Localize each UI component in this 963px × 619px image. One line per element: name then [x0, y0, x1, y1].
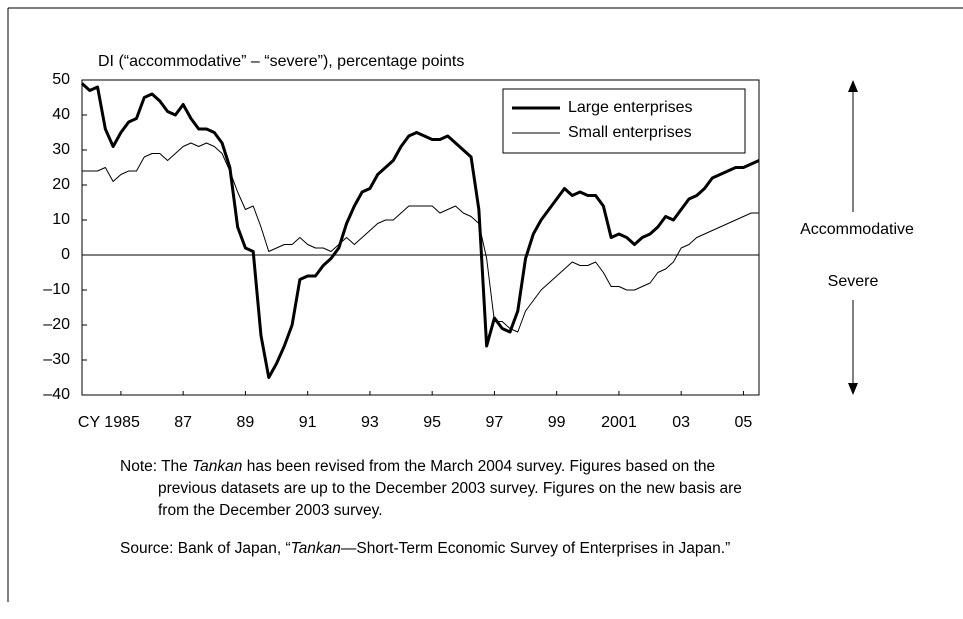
x-tick-label: CY 1985 [78, 414, 140, 431]
y-tick-label: 40 [52, 106, 70, 123]
x-tick-label: 87 [174, 414, 192, 431]
legend-label: Large enterprises [568, 99, 693, 116]
source: Source: Bank of Japan, “Tankan—Short-Ter… [120, 538, 758, 560]
arrow-head [848, 383, 858, 395]
line-series [82, 142, 759, 333]
y-tick-label: –10 [43, 281, 70, 298]
x-tick-label: 2001 [601, 414, 637, 431]
line-series [80, 82, 760, 379]
annotation: Accommodative [800, 221, 914, 238]
y-tick-label: 30 [52, 141, 70, 158]
x-tick-label: 03 [672, 414, 690, 431]
y-tick-label: 20 [52, 176, 70, 193]
y-tick-label: –30 [43, 351, 70, 368]
x-tick-label: 89 [237, 414, 255, 431]
source-text: Tankan [290, 540, 341, 557]
note-text: has been revised from the March 2004 sur… [158, 458, 742, 519]
note: Note: The Tankan has been revised from t… [120, 456, 758, 522]
source-label: Source: [120, 540, 174, 557]
x-tick-label: 93 [361, 414, 379, 431]
y-tick-label: 0 [61, 246, 70, 263]
annotation: Severe [828, 273, 879, 290]
plot-frame [81, 79, 760, 396]
y-tick-label: –40 [43, 386, 70, 403]
source-text: Bank of Japan, “ [177, 540, 291, 557]
note-text: The [161, 458, 193, 475]
x-tick-label: 91 [299, 414, 317, 431]
y-axis-label: DI (“accommodative” – “severe”), percent… [98, 53, 464, 70]
source-text: —Short-Term Economic Survey of Enterpris… [340, 540, 731, 557]
y-tick-label: 10 [52, 211, 70, 228]
x-tick-label: 97 [486, 414, 504, 431]
y-tick-label: –20 [43, 316, 70, 333]
note-text: Tankan [192, 458, 243, 475]
arrow-head [848, 80, 858, 92]
x-tick-label: 05 [735, 414, 753, 431]
legend-box [502, 88, 746, 154]
legend-label: Small enterprises [568, 124, 692, 141]
y-tick-label: 50 [52, 71, 70, 88]
x-tick-label: 95 [423, 414, 441, 431]
note-label: Note: [120, 458, 158, 475]
x-tick-label: 99 [548, 414, 566, 431]
